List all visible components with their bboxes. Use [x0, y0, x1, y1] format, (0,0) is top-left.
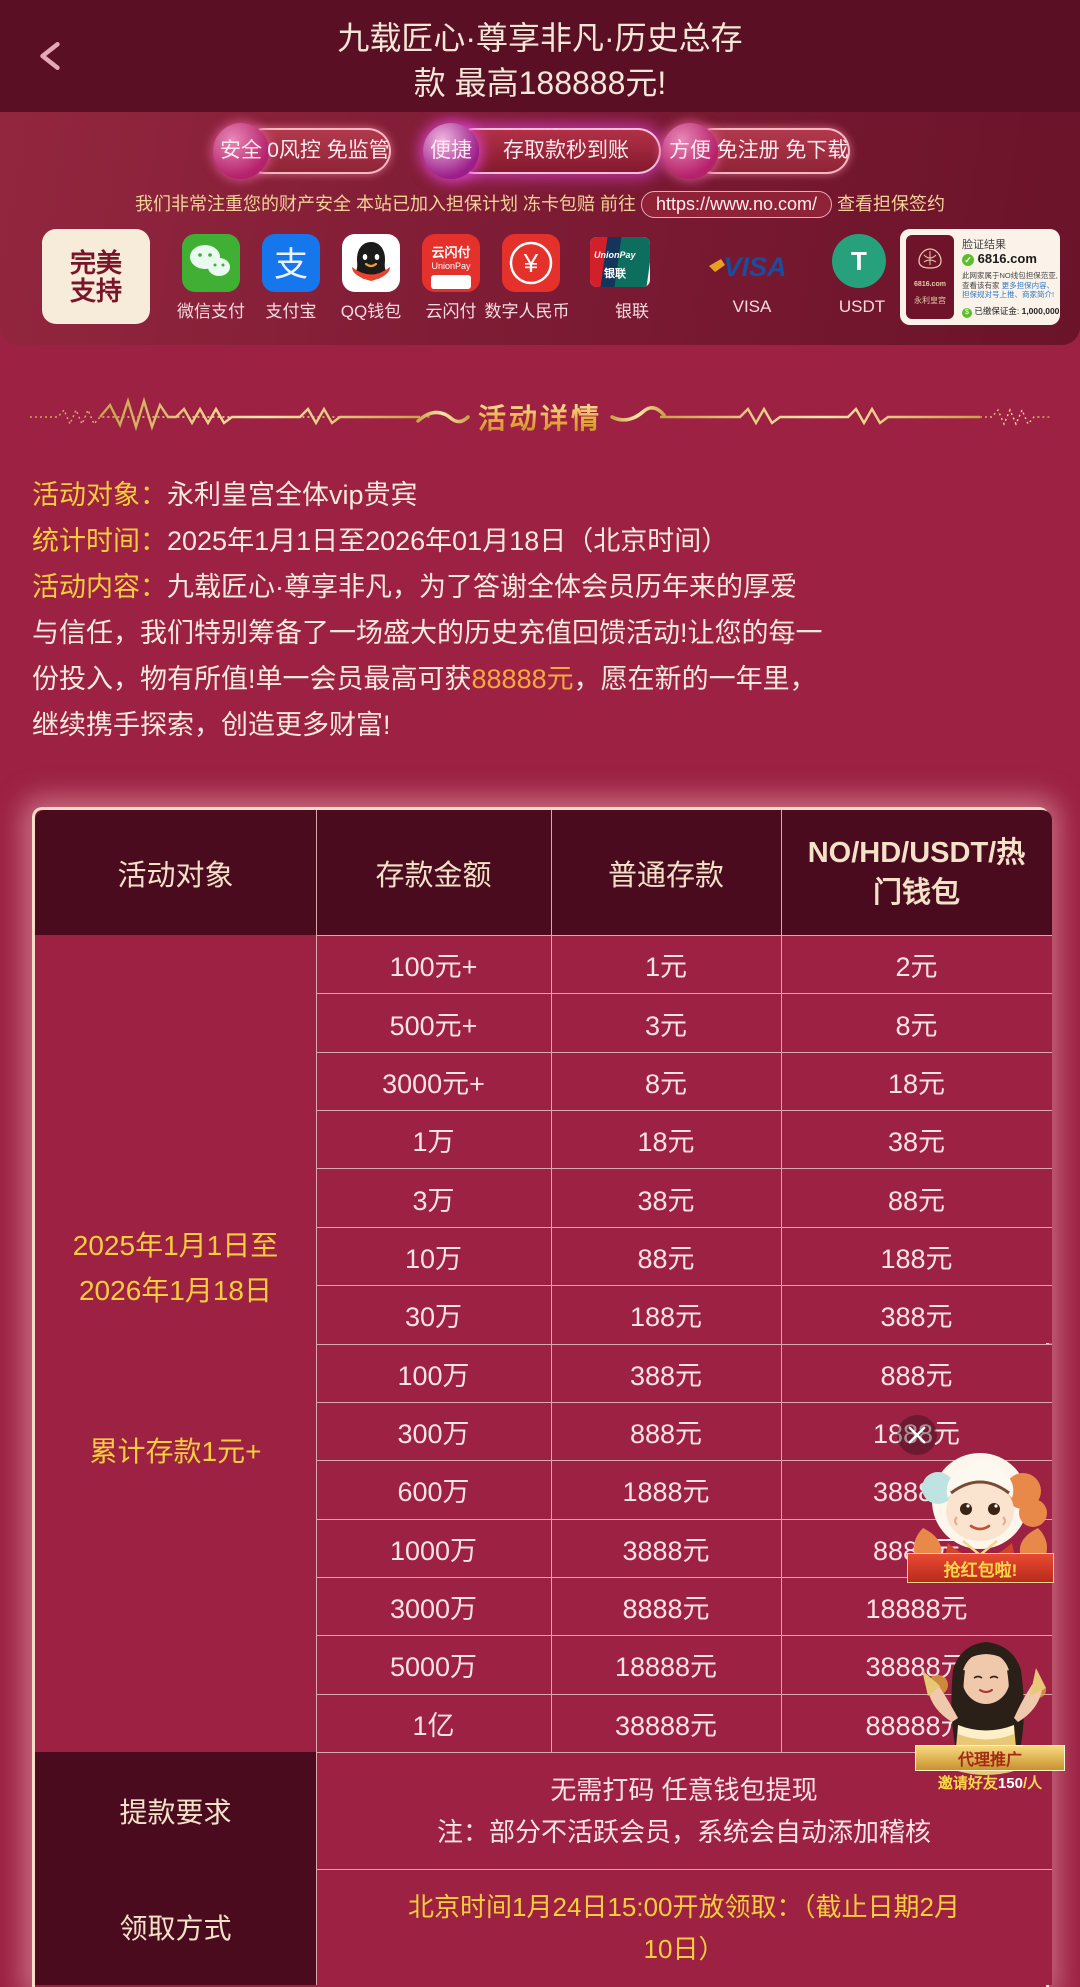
- svg-text:VISA: VISA: [723, 252, 786, 282]
- svg-text:支: 支: [274, 246, 308, 284]
- svg-text:¥: ¥: [523, 248, 539, 278]
